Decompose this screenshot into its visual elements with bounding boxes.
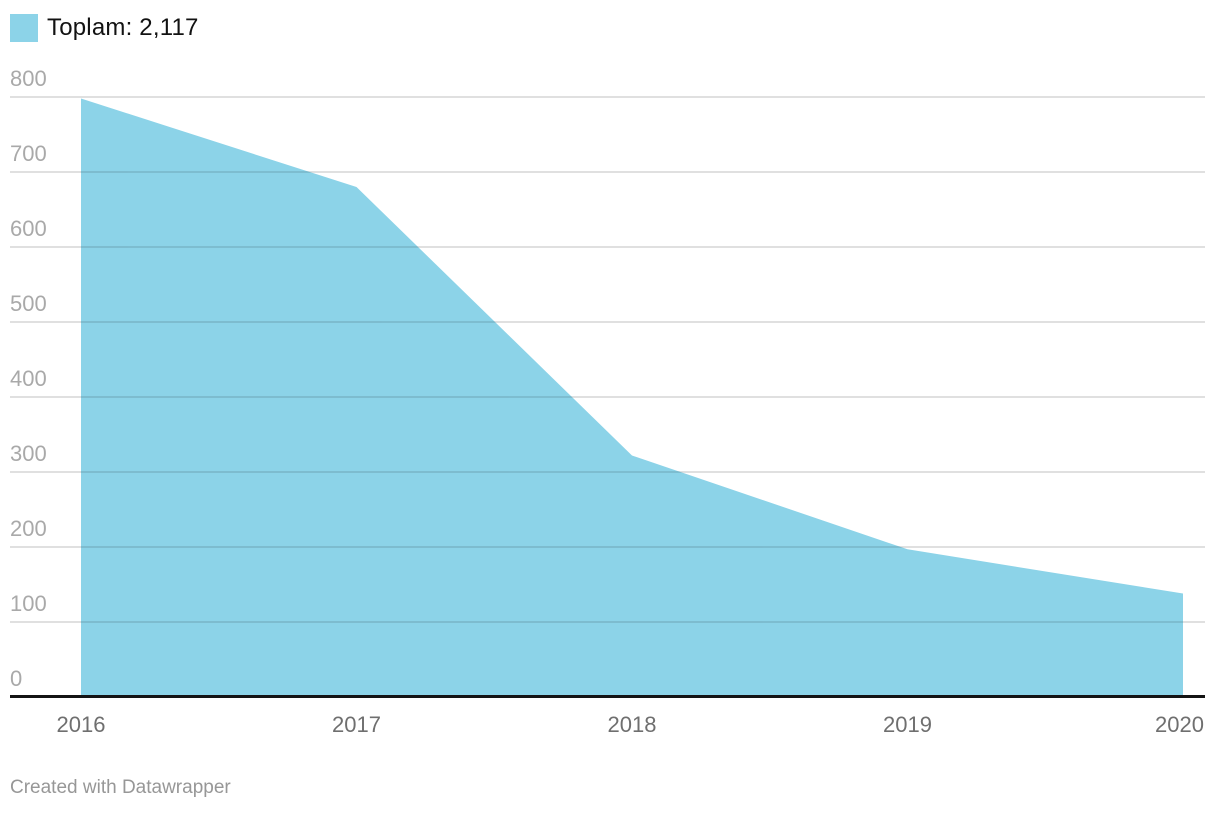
x-axis-tick-label: 2016 [57, 712, 106, 737]
legend-series-label: Toplam: 2,117 [47, 14, 199, 41]
x-axis-line [10, 695, 1205, 698]
y-axis-tick-label: 500 [10, 291, 47, 316]
y-axis-tick-label: 400 [10, 366, 47, 391]
area-series-toplam[interactable] [81, 98, 1183, 697]
area-chart-plot: 0 100 200 300 400 500 600 700 800 2016 2017 2018 201… [10, 66, 1205, 737]
y-axis-tick-label: 600 [10, 216, 47, 241]
x-axis-tick-label: 2018 [608, 712, 657, 737]
y-axis-tick-label: 0 [10, 666, 22, 691]
legend: Toplam: 2,117 [10, 14, 199, 42]
y-axis-tick-label: 300 [10, 441, 47, 466]
legend-swatch [10, 14, 38, 42]
x-axis-tick-label: 2017 [332, 712, 381, 737]
x-axis-tick-label: 2019 [883, 712, 932, 737]
y-axis-tick-label: 200 [10, 516, 47, 541]
datawrapper-credit-link[interactable]: Created with Datawrapper [10, 777, 231, 798]
y-axis-tick-label: 700 [10, 141, 47, 166]
x-axis-tick-label: 2020 [1155, 712, 1204, 737]
y-axis-tick-label: 100 [10, 591, 47, 616]
y-axis-tick-label: 800 [10, 66, 47, 91]
